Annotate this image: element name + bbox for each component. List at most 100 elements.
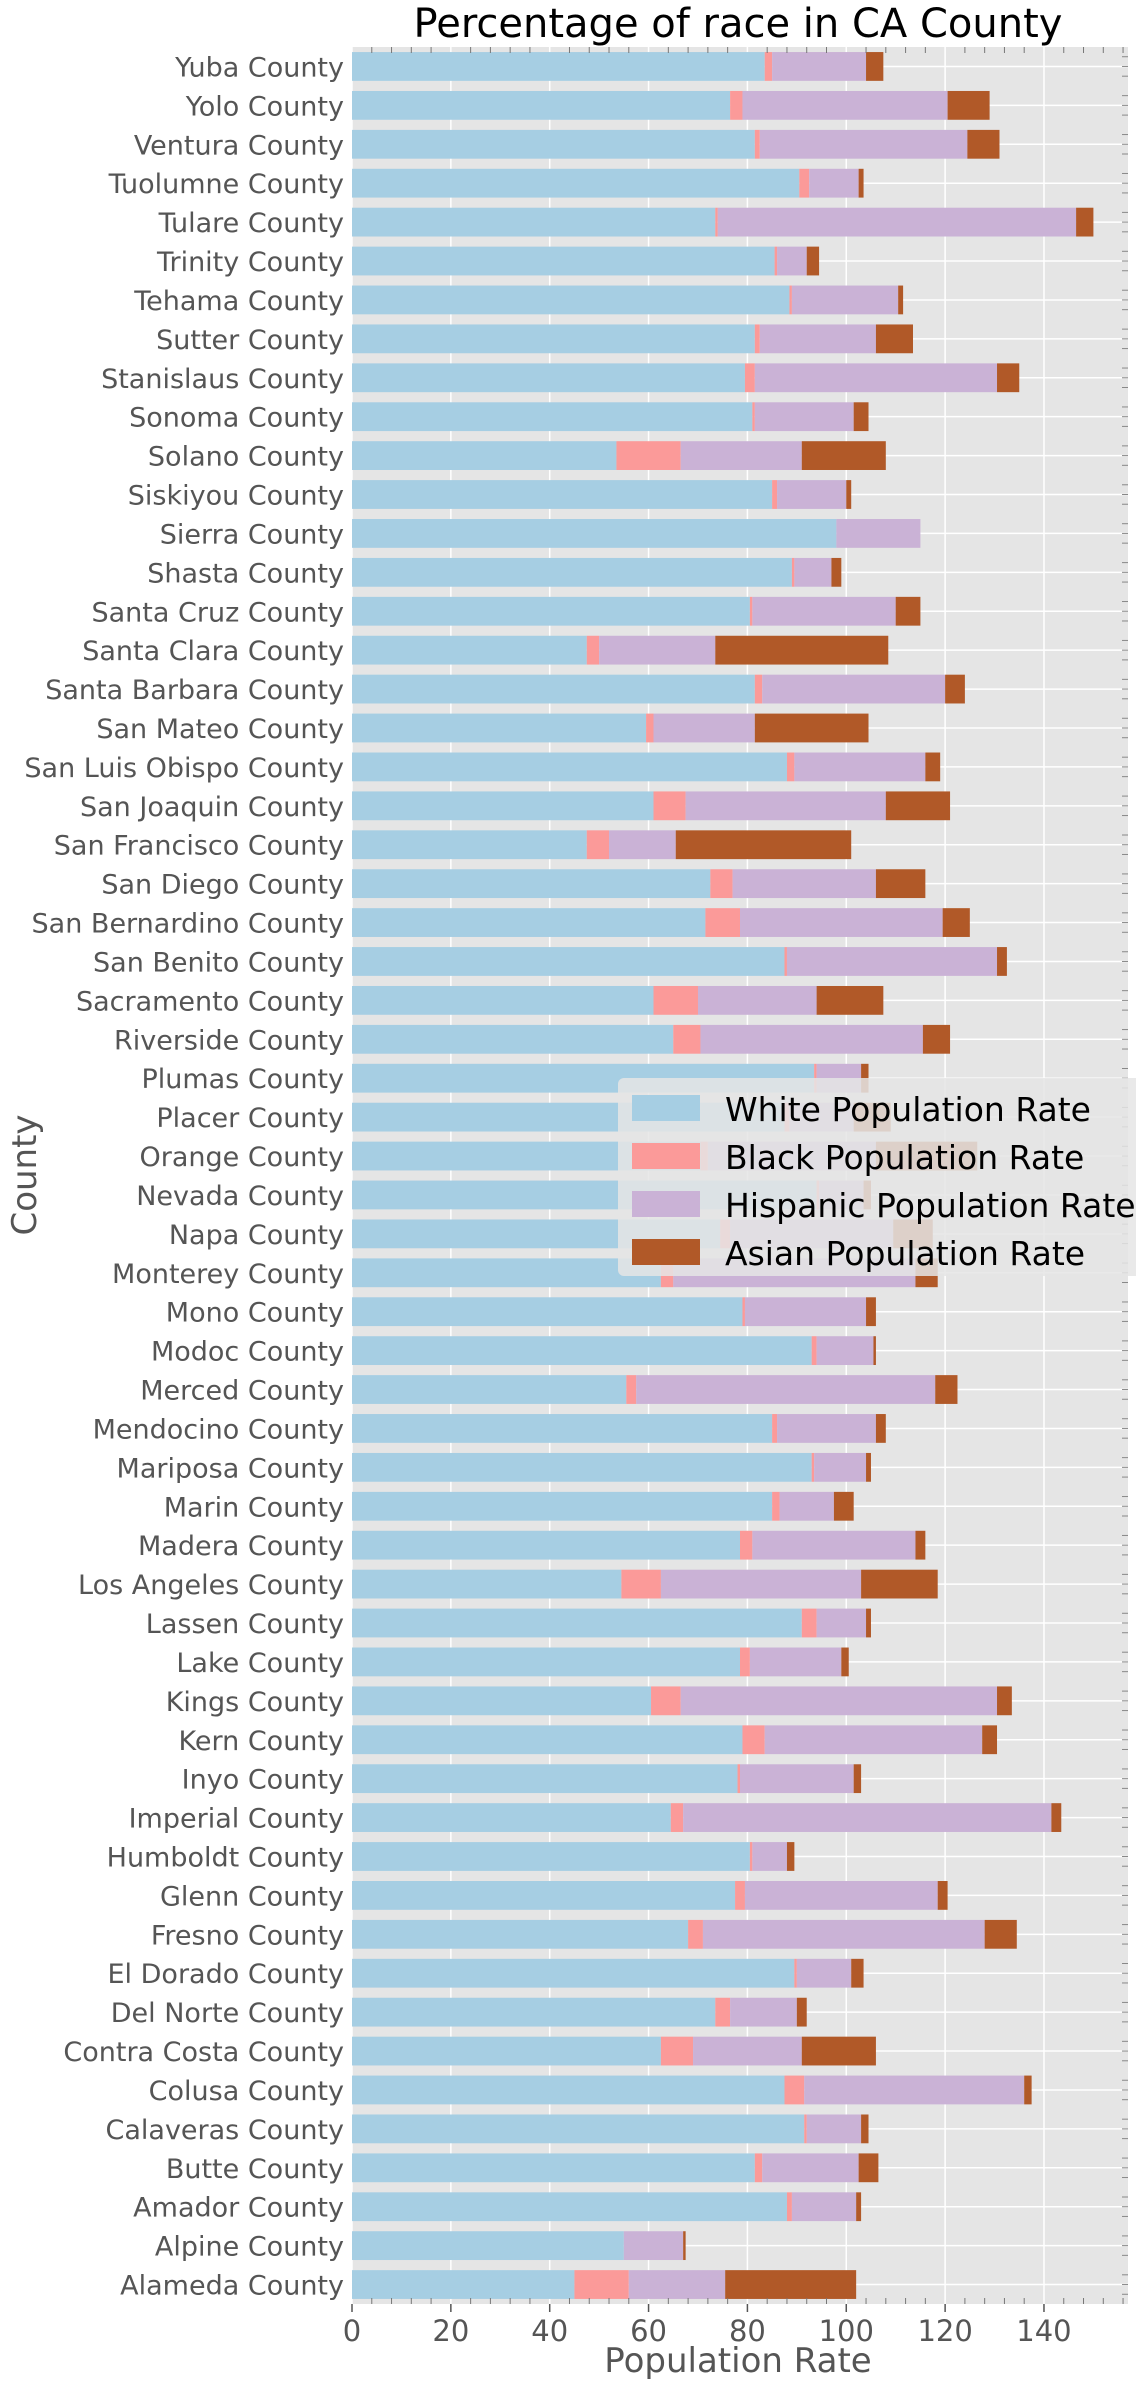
y-tick-label: Yolo County [185, 91, 344, 122]
bar-segment-4 [801, 441, 886, 470]
bar-segment-3 [762, 2153, 859, 2183]
x-tick-label: 100 [819, 2314, 874, 2348]
y-tick-label: Madera County [138, 1531, 344, 1562]
bar-segment-4 [796, 1997, 807, 2027]
bar-segment-2 [754, 674, 763, 704]
bar-segment-2 [794, 1958, 797, 1988]
bar-segment-3 [804, 2075, 1025, 2105]
bar-segment-1 [352, 557, 792, 587]
bar-segment-3 [796, 1958, 852, 1988]
bar-segment-3 [740, 1764, 854, 1794]
bar-segment-2 [811, 1336, 817, 1366]
y-tick-label: Mariposa County [117, 1453, 344, 1484]
bar-segment-4 [984, 1919, 1017, 1949]
bar-segment-1 [352, 791, 654, 821]
bar-segment-2 [673, 1024, 701, 1054]
bar-segment-4 [866, 1452, 871, 1482]
y-tick-label: San Joaquin County [80, 792, 344, 823]
y-tick-label: San Francisco County [54, 831, 344, 862]
bar-segment-2 [621, 1569, 661, 1599]
y-tick-label: Alpine County [155, 2232, 344, 2263]
legend-label: White Population Rate [725, 1090, 1091, 1129]
bar-segment-3 [683, 1803, 1052, 1832]
bar-segment-3 [762, 674, 946, 704]
bar-segment-1 [352, 1803, 671, 1832]
bar-segment-2 [730, 90, 743, 120]
bar-segment-2 [715, 207, 718, 237]
bar-segment-3 [700, 1024, 923, 1054]
x-tick-label: 60 [630, 2314, 667, 2348]
bar-segment-1 [352, 1258, 661, 1288]
bar-segment-4 [885, 791, 951, 821]
bar-segment-3 [660, 1569, 862, 1599]
bar-segment-1 [352, 207, 716, 237]
bar-segment-3 [702, 1919, 985, 1949]
y-tick-label: Inyo County [182, 1765, 344, 1796]
bar-segment-4 [683, 2231, 686, 2261]
bar-segment-1 [352, 52, 765, 81]
bar-segment-4 [861, 2114, 869, 2144]
bar-segment-2 [804, 2114, 807, 2144]
bar-segment-1 [352, 1336, 812, 1366]
bars-layer [352, 52, 1094, 2299]
bar-segment-2 [774, 246, 778, 276]
y-tick-label: Colusa County [149, 2076, 344, 2107]
x-tick-label: 120 [917, 2314, 972, 2348]
bar-segment-2 [749, 1842, 753, 1871]
bar-segment-1 [352, 1491, 773, 1521]
bar-segment-3 [772, 52, 867, 81]
bar-segment-4 [853, 402, 869, 432]
y-tick-label: San Mateo County [96, 714, 344, 745]
bar-segment-3 [777, 1414, 876, 1443]
y-tick-label: Sonoma County [129, 403, 344, 434]
bar-segment-2 [651, 1686, 681, 1716]
bar-segment-1 [352, 1452, 812, 1482]
y-tick-label: Glenn County [160, 1881, 344, 1912]
bar-segment-3 [786, 947, 998, 976]
y-tick-label: Sacramento County [76, 986, 344, 1017]
y-tick-label: Ventura County [134, 130, 344, 161]
bar-segment-4 [922, 1024, 951, 1054]
bar-segment-2 [710, 869, 733, 899]
legend: White Population Rate Black Population Ra… [618, 1078, 1136, 1276]
bar-segment-4 [915, 1530, 926, 1560]
bar-segment-4 [675, 830, 852, 860]
bar-segment-2 [737, 1764, 740, 1794]
bar-segment-1 [352, 441, 617, 470]
bar-segment-4 [875, 869, 926, 899]
bar-segment-1 [352, 2270, 575, 2299]
y-tick-label: Lassen County [146, 1609, 344, 1640]
bar-segment-2 [754, 324, 760, 354]
bar-segment-1 [352, 1569, 622, 1599]
bar-segment-4 [866, 1608, 871, 1638]
bar-segment-1 [352, 1375, 627, 1404]
bar-segment-2 [811, 1452, 815, 1482]
bar-segment-4 [786, 1842, 795, 1871]
bar-segment-3 [759, 324, 876, 354]
y-tick-label: San Bernardino County [32, 909, 344, 940]
bar-segment-2 [735, 1881, 745, 1910]
y-tick-label: San Diego County [101, 870, 344, 901]
bar-segment-4 [875, 1414, 886, 1443]
bar-segment-4 [846, 480, 852, 509]
legend-label: Asian Population Rate [725, 1234, 1085, 1273]
bar-segment-3 [680, 441, 802, 470]
bar-segment-1 [352, 1608, 802, 1638]
bar-segment-3 [777, 480, 847, 509]
bar-segment-1 [352, 908, 706, 937]
bar-segment-2 [670, 1803, 684, 1832]
y-tick-label: Santa Cruz County [92, 597, 345, 628]
bar-segment-4 [925, 752, 941, 782]
bar-segment-3 [752, 596, 896, 626]
bar-segment-2 [742, 1725, 765, 1755]
bar-segment-1 [352, 1647, 740, 1677]
bar-segment-2 [616, 441, 681, 470]
bar-segment-1 [352, 752, 787, 782]
bar-segment-3 [685, 791, 886, 821]
bar-segment-4 [816, 985, 884, 1015]
bar-segment-1 [352, 2114, 805, 2144]
bar-segment-3 [609, 830, 676, 860]
bar-segment-2 [784, 947, 787, 976]
bar-segment-3 [653, 713, 755, 743]
y-tick-label: Calaveras County [106, 2115, 345, 2146]
